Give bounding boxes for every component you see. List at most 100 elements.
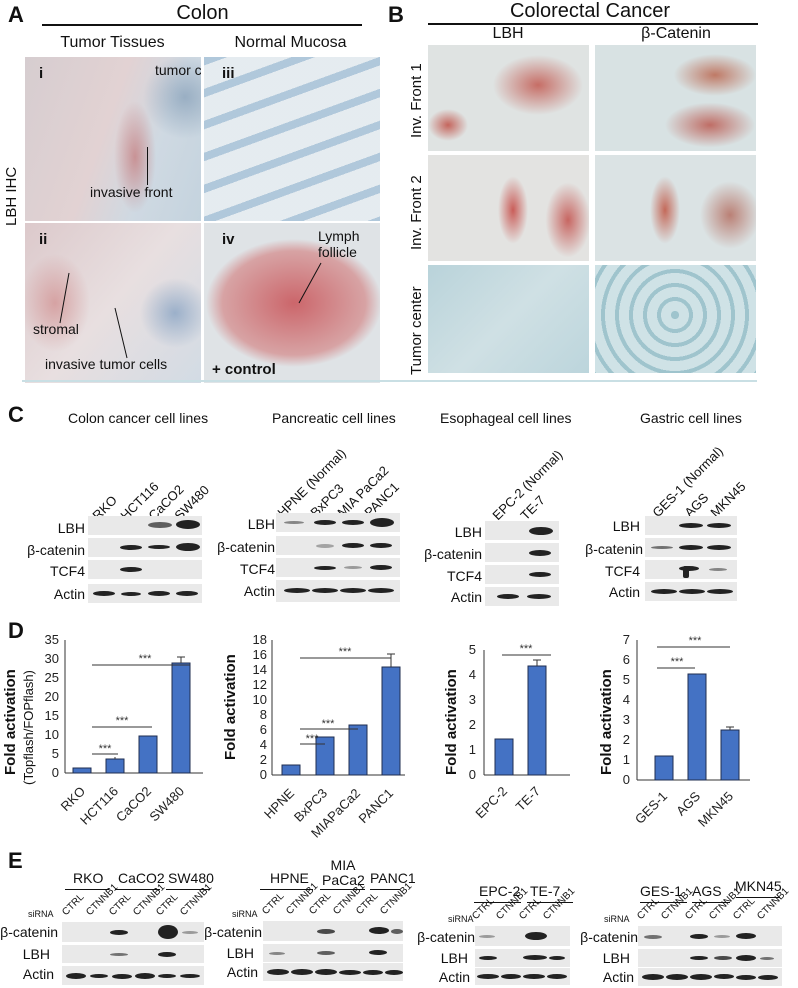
- blot-strip: [263, 921, 403, 941]
- row-beta-catenin: β-catenin: [204, 924, 262, 940]
- row-beta-catenin: β-catenin: [0, 924, 58, 940]
- row-lbh: LBH: [226, 945, 254, 961]
- panel-c-label: C: [8, 402, 24, 427]
- svg-text:2: 2: [260, 752, 267, 767]
- blot-strip: [62, 922, 204, 942]
- blot-strip: [638, 968, 782, 986]
- svg-text:***: ***: [99, 743, 113, 755]
- ihc-b-bcat-front1: [595, 45, 756, 151]
- ihc-b-bcat-center: [595, 265, 756, 373]
- chart2-ylabel: Fold activation: [222, 654, 239, 760]
- svg-text:3: 3: [469, 692, 476, 707]
- svg-text:5: 5: [52, 746, 59, 761]
- chart-esophageal-topflash: 5 4 3 2 1 0 *** EPC-2 TE-7: [469, 642, 570, 821]
- anno-stromal: stromal: [33, 321, 79, 337]
- anno-invasive-front: invasive front: [90, 184, 173, 200]
- row-tcf4: TCF4: [605, 563, 640, 579]
- tile-id: iv: [222, 231, 235, 248]
- panel-d-label: D: [8, 618, 24, 643]
- pointer-lines: [59, 272, 128, 359]
- svg-text:MKN45: MKN45: [695, 789, 736, 830]
- blot-strip: [88, 584, 202, 603]
- row-actin: Actin: [450, 589, 482, 605]
- x-tick: CaCO2: [113, 784, 154, 825]
- svg-text:***: ***: [116, 715, 130, 727]
- col-beta-catenin: β-Catenin: [641, 25, 711, 42]
- svg-text:0: 0: [52, 765, 59, 780]
- panel-a-title: Colon: [176, 2, 229, 24]
- row-lbh: LBH: [602, 950, 630, 966]
- anno-lymph-follicle: Lymph follicle: [318, 228, 360, 260]
- panel-a-label: A: [8, 2, 24, 27]
- row-lbh: LBH: [612, 518, 640, 534]
- group-caco2: CaCO2: [118, 870, 165, 886]
- svg-text:3: 3: [623, 712, 630, 727]
- blot-strip: [645, 560, 737, 579]
- blot-strip: [485, 587, 559, 606]
- svg-text:25: 25: [45, 670, 59, 685]
- svg-text:***: ***: [322, 718, 336, 730]
- row-inv-front-2: Inv. Front 2: [408, 175, 425, 250]
- row-lbh: LBH: [454, 524, 482, 540]
- blot-title-pancreatic: Pancreatic cell lines: [272, 410, 396, 426]
- blot-strip: [276, 513, 400, 532]
- blot-title-colon: Colon cancer cell lines: [68, 410, 209, 426]
- sirna-label: siRNA: [28, 909, 54, 919]
- section-separator: [22, 380, 757, 382]
- svg-text:35: 35: [45, 632, 59, 647]
- svg-text:5: 5: [623, 672, 630, 687]
- blot-strip: [263, 944, 403, 962]
- row-lbh: LBH: [440, 950, 468, 966]
- ihc-b-lbh-center: [428, 265, 589, 373]
- svg-text:***: ***: [671, 656, 685, 668]
- group-ges1: GES-1: [640, 883, 683, 899]
- row-tcf4: TCF4: [50, 563, 85, 579]
- svg-text:10: 10: [45, 727, 59, 742]
- svg-text:4: 4: [623, 692, 630, 707]
- row-actin: Actin: [438, 969, 470, 985]
- row-lbh: LBH: [247, 516, 275, 532]
- blot-strip: [263, 963, 403, 981]
- row-beta-catenin: β-catenin: [424, 546, 482, 562]
- svg-text:15: 15: [45, 708, 59, 723]
- row-actin: Actin: [608, 584, 640, 600]
- svg-text:1: 1: [623, 752, 630, 767]
- svg-text:0: 0: [469, 767, 476, 782]
- svg-text:1: 1: [469, 742, 476, 757]
- chart1-ylabel: Fold activation: [2, 669, 19, 775]
- ihc-tile-iv: iv Lymph follicle + control: [204, 223, 380, 383]
- tile-id: i: [39, 65, 44, 82]
- group-hpne: HPNE: [270, 870, 309, 886]
- ihc-tile-iii: iii: [204, 57, 380, 221]
- ihc-b-lbh-front2: [428, 155, 589, 261]
- ihc-b-bcat-front2: [595, 155, 756, 261]
- x-tick: SW480: [146, 784, 187, 825]
- pointer-line: [147, 147, 148, 185]
- svg-text:14: 14: [253, 662, 267, 677]
- svg-text:12: 12: [253, 677, 267, 692]
- svg-text:***: ***: [306, 733, 320, 745]
- col-normal-mucosa: Normal Mucosa: [234, 34, 347, 51]
- blot-strip: [276, 580, 400, 602]
- row-beta-catenin: β-catenin: [585, 541, 643, 557]
- blot-strip: [475, 926, 570, 946]
- panel-a-rule: [42, 24, 362, 26]
- row-actin: Actin: [243, 583, 275, 599]
- row-actin: Actin: [226, 964, 258, 980]
- chart3-ylabel: Fold activation: [443, 669, 460, 775]
- row-inv-front-1: Inv. Front 1: [408, 63, 425, 138]
- blot-title-gastric: Gastric cell lines: [640, 410, 742, 426]
- svg-text:20: 20: [45, 689, 59, 704]
- col-lbh: LBH: [492, 25, 524, 42]
- group-epc2: EPC-2: [479, 883, 521, 899]
- svg-text:10: 10: [253, 692, 267, 707]
- row-actin: Actin: [53, 586, 85, 602]
- anno-invasive-tumor-cells: invasive tumor cells: [45, 356, 168, 372]
- panel-b-rule: [428, 23, 758, 25]
- blot-strip: [645, 516, 737, 535]
- blot-strip: [475, 968, 570, 985]
- blot-strip: [88, 516, 202, 535]
